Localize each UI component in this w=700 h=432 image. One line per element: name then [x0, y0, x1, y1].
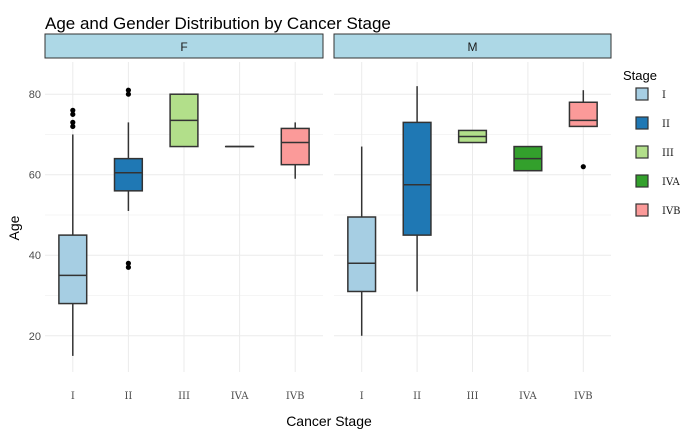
outlier-point	[125, 260, 131, 266]
x-tick-label: I	[71, 391, 75, 402]
box-body	[568, 101, 598, 128]
legend-item-I: I	[635, 87, 666, 101]
y-tick-label: 80	[29, 89, 41, 101]
box-body	[347, 216, 377, 293]
x-tick-label: II	[413, 391, 421, 402]
x-tick-label: II	[124, 391, 132, 402]
outlier-point	[70, 119, 76, 125]
x-tick-label: III	[467, 391, 479, 402]
outlier-point	[125, 91, 131, 97]
outlier-point	[580, 164, 586, 170]
box-body	[402, 121, 432, 236]
x-tick-label: IVA	[231, 391, 249, 402]
x-tick-label: III	[178, 391, 190, 402]
facet-strip-label: F	[180, 40, 187, 54]
legend-swatch	[635, 145, 649, 159]
legend-label: I	[662, 90, 666, 101]
y-tick-label: 60	[29, 170, 41, 182]
outlier-point	[70, 107, 76, 113]
outlier-point	[70, 111, 76, 117]
legend-swatch	[635, 174, 649, 188]
legend-item-II: II	[635, 116, 670, 130]
box-F-II	[113, 87, 144, 270]
legend-swatch	[635, 87, 649, 101]
legend-item-III: III	[635, 145, 674, 159]
box-M-IVA	[513, 145, 543, 172]
facet-strip	[333, 33, 612, 59]
legend-swatch	[635, 116, 649, 130]
box-M-I	[347, 146, 377, 336]
x-tick-label: IVB	[574, 391, 593, 402]
x-tick-label: IVB	[286, 391, 305, 402]
box-M-III	[457, 129, 488, 144]
outlier-point	[125, 87, 131, 93]
box-body	[280, 127, 310, 166]
box-F-IVB	[280, 122, 310, 179]
outlier-point	[70, 123, 76, 130]
box-F-III	[169, 93, 199, 148]
box-F-I	[58, 107, 88, 356]
facet-strip	[44, 33, 324, 59]
legend-label: III	[662, 148, 674, 159]
legend-item-IVB: IVB	[635, 203, 681, 217]
box-body	[58, 234, 88, 305]
box-body	[113, 157, 144, 192]
y-axis-title: Age	[6, 215, 22, 240]
facet-strip-label: M	[468, 40, 478, 54]
legend-label: II	[662, 119, 670, 130]
facet-panel-M: MI II III IVA IVB	[333, 33, 612, 402]
y-tick-label: 40	[29, 250, 41, 262]
y-tick-label: 20	[29, 331, 41, 343]
x-tick-label: I	[360, 391, 364, 402]
box-M-IVB	[568, 90, 598, 170]
legend-label: IVB	[662, 206, 681, 217]
legend-swatch	[635, 203, 649, 217]
outlier-point	[125, 264, 131, 270]
box-M-II	[402, 86, 432, 292]
x-tick-label: IVA	[519, 391, 537, 402]
x-axis-title: Cancer Stage	[286, 413, 372, 429]
legend-title: Stage	[623, 68, 657, 83]
legend-label: IVA	[662, 177, 680, 188]
chart-title: Age and Gender Distribution by Cancer St…	[45, 14, 391, 33]
legend-item-IVA: IVA	[635, 174, 680, 188]
